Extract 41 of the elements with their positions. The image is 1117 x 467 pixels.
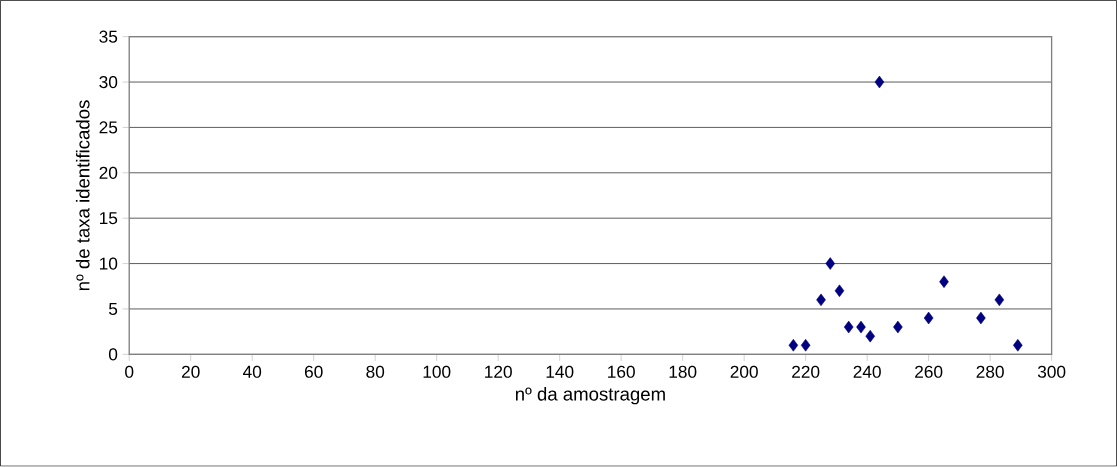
y-tick-label: 20 (99, 166, 118, 180)
point (994, 293, 1005, 307)
point (834, 284, 845, 298)
y-tick-label: 0 (108, 348, 118, 361)
y-tick-label: 25 (99, 121, 118, 134)
x-tick-label: 180 (669, 365, 697, 379)
x-tick-label: 300 (1037, 365, 1066, 379)
point (939, 275, 949, 289)
x-tick-label: 80 (366, 365, 385, 379)
x-tick-label: 260 (915, 365, 943, 379)
x-tick-label: 280 (976, 365, 1004, 379)
x-tick-label: 120 (485, 365, 512, 379)
point (800, 339, 811, 352)
point (865, 330, 875, 343)
x-tick-label: 140 (546, 365, 574, 379)
x-tick-label: 200 (730, 365, 758, 379)
x-tick-label: 20 (181, 365, 200, 379)
x-tick-label: 160 (608, 365, 635, 379)
x-tick-label: 0 (125, 365, 134, 379)
point (893, 321, 903, 334)
point (976, 312, 986, 325)
y-tick-label: 5 (108, 303, 118, 316)
y-tick-label: 15 (100, 212, 118, 225)
y-axis-title: nº de taxa identificados (75, 100, 90, 291)
point (1013, 339, 1023, 352)
x-tick-label: 60 (304, 365, 323, 379)
point (816, 293, 826, 307)
y-tick-label: 10 (100, 257, 118, 270)
point (843, 321, 854, 334)
x-tick-label: 220 (792, 365, 820, 379)
y-tick-label: 30 (99, 76, 118, 89)
point (788, 339, 799, 352)
x-axis-title: nº da amostragem (515, 387, 665, 405)
x-tick-label: 40 (243, 365, 262, 379)
x-tick-label: 100 (423, 365, 451, 379)
point (825, 257, 835, 271)
y-tick-label: 35 (99, 30, 118, 43)
x-tick-label: 240 (853, 365, 881, 379)
point (923, 312, 934, 325)
point (856, 321, 866, 334)
point (874, 76, 885, 89)
